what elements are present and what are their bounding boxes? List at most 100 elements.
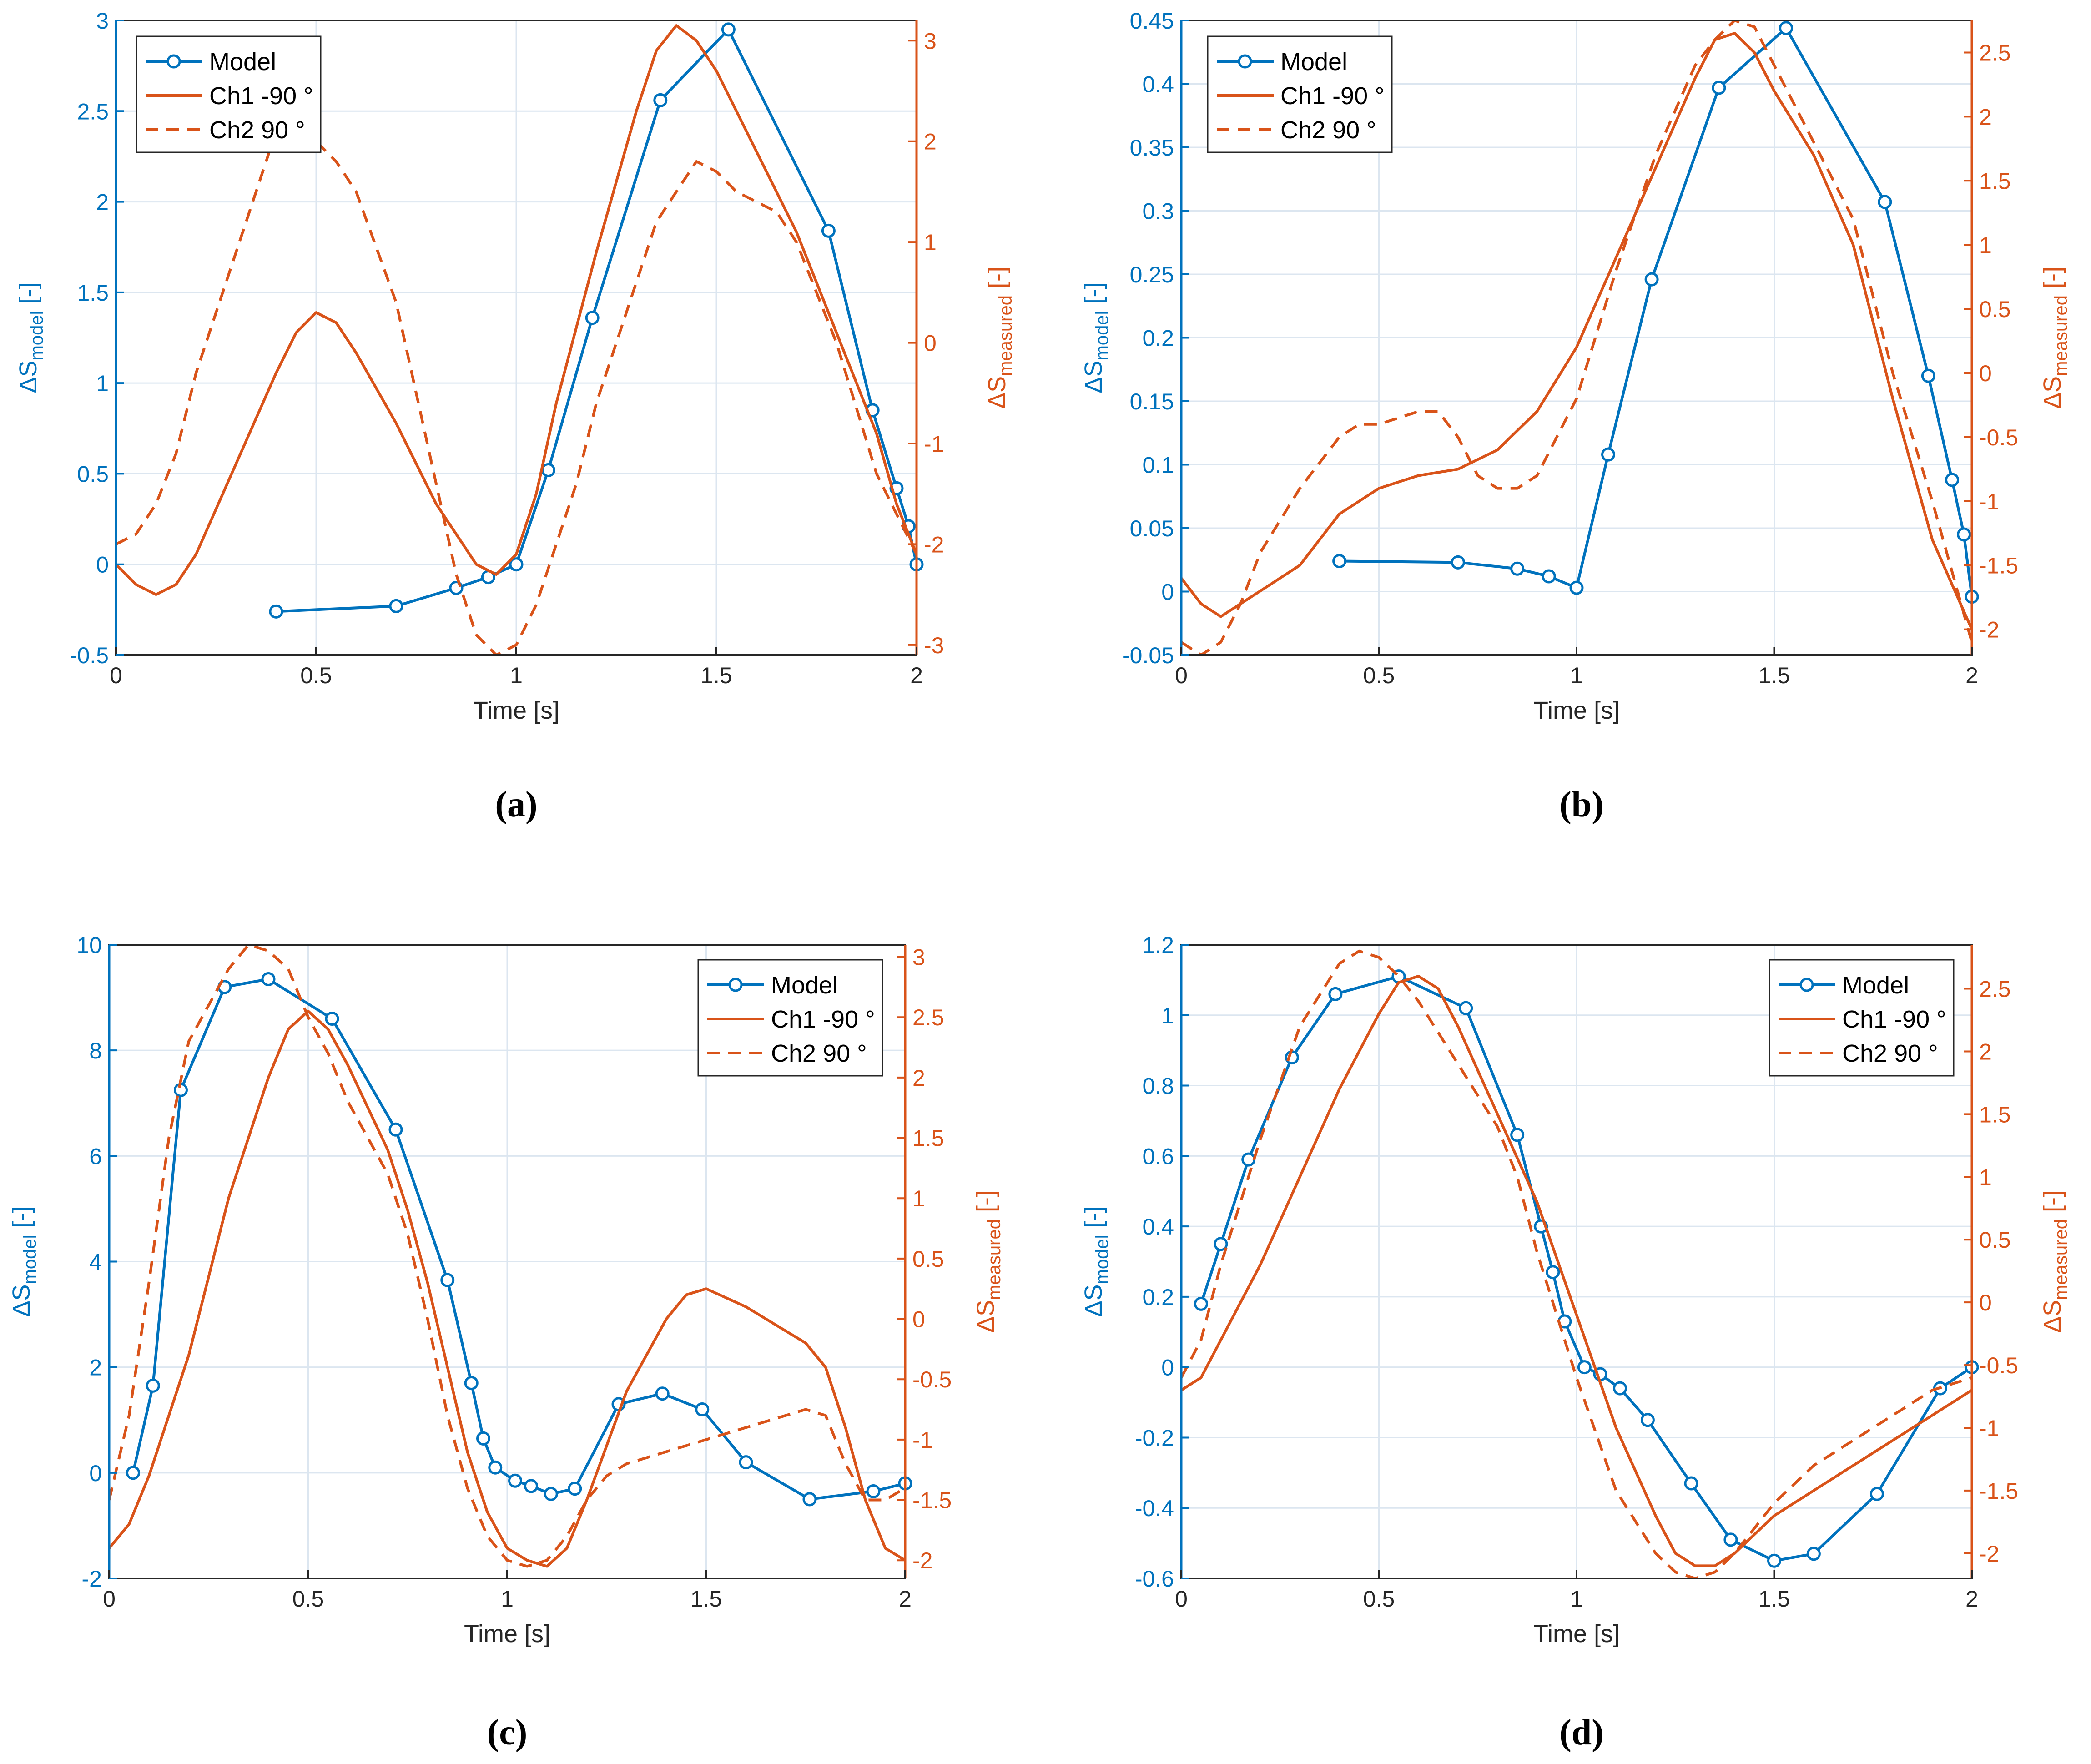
- legend-marker: [1238, 54, 1252, 69]
- model-point: [1577, 1360, 1592, 1375]
- right-y-axis-label: ΔSmeasured [-]: [2039, 1190, 2071, 1333]
- model-point: [585, 311, 600, 325]
- right-y-tick-label: 1: [912, 1186, 925, 1211]
- left-y-axis-label: ΔSmodel [-]: [1080, 282, 1112, 393]
- legend-marker: [166, 54, 181, 69]
- left-y-tick-label: 0.4: [1142, 72, 1174, 97]
- left-y-tick-label: 0.45: [1130, 8, 1174, 34]
- x-tick-label: 0: [1175, 663, 1188, 688]
- left-y-tick-label: -0.4: [1135, 1496, 1174, 1521]
- left-y-tick-label: 8: [89, 1038, 102, 1063]
- left-y-axis-label: ΔSmodel [-]: [15, 282, 47, 393]
- model-point: [261, 972, 276, 986]
- model-point: [1459, 1001, 1473, 1015]
- right-y-tick-label: 0: [912, 1307, 925, 1332]
- left-y-tick-label: -0.6: [1135, 1566, 1174, 1592]
- x-axis-label: Time [s]: [1533, 1620, 1620, 1648]
- model-point: [1332, 554, 1347, 569]
- model-point: [1921, 368, 1935, 383]
- right-y-tick-label: 2.5: [1979, 977, 2011, 1002]
- x-tick-label: 0: [103, 1586, 116, 1612]
- model-point: [1510, 1128, 1525, 1142]
- panel-b: (b) 0 0.5 1 1.5 2-0.0500.050.10.150.20.250.3…: [1080, 8, 2071, 825]
- legend-label: Ch2 90 °: [1842, 1040, 1938, 1067]
- left-y-tick-label: 0.25: [1130, 262, 1174, 287]
- model-point: [1328, 987, 1343, 1001]
- model-point: [389, 599, 403, 613]
- model-point: [1542, 569, 1556, 584]
- model-point: [388, 1122, 403, 1137]
- legend-label: Model: [209, 48, 276, 76]
- legend-label: Model: [1280, 48, 1347, 76]
- model-point: [1451, 555, 1465, 570]
- model-point: [1767, 1553, 1781, 1568]
- right-y-tick-label: -1: [924, 431, 944, 457]
- legend: Model Ch1 -90 ° Ch2 90 °: [1769, 959, 1955, 1077]
- right-y-axis-label: ΔSmeasured [-]: [2039, 267, 2071, 409]
- right-y-tick-label: 2.5: [912, 1005, 944, 1030]
- left-y-tick-label: -0.05: [1122, 643, 1174, 668]
- model-point: [541, 463, 555, 477]
- right-y-tick-label: 2: [924, 129, 937, 155]
- right-y-tick-label: 2: [912, 1065, 925, 1091]
- legend-marker: [1799, 978, 1814, 992]
- panel-c: (c) 0 0.5 1 1.5 2-20246810-2-1.5-1-0.500.511…: [8, 932, 1004, 1753]
- model-point: [1806, 1547, 1821, 1561]
- legend-label: Model: [1842, 972, 1909, 999]
- legend: Model Ch1 -90 ° Ch2 90 °: [697, 959, 883, 1077]
- legend-marker: [728, 978, 743, 992]
- legend: Model Ch1 -90 ° Ch2 90 °: [1207, 35, 1393, 153]
- right-y-tick-label: 2.5: [1979, 40, 2011, 66]
- right-y-tick-label: -0.5: [1979, 425, 2018, 450]
- model-point: [1640, 1413, 1655, 1427]
- left-y-tick-label: 0.3: [1142, 199, 1174, 224]
- right-y-tick-label: -3: [924, 633, 944, 658]
- x-axis-label: Time [s]: [464, 1620, 550, 1648]
- right-y-tick-label: -1.5: [912, 1488, 952, 1513]
- model-point: [269, 604, 283, 619]
- series-line-ch2: [1181, 949, 1972, 1578]
- left-y-tick-label: 1.2: [1142, 932, 1174, 958]
- left-y-axis-label: ΔSmodel [-]: [1080, 1206, 1112, 1317]
- model-point: [126, 1466, 140, 1480]
- model-point: [524, 1479, 538, 1493]
- x-tick-label: 2: [899, 1586, 912, 1612]
- right-y-tick-label: -2: [1979, 617, 1999, 643]
- right-y-tick-label: -1: [1979, 1416, 1999, 1441]
- left-y-tick-label: 0.35: [1130, 135, 1174, 161]
- model-point: [653, 93, 668, 107]
- right-y-axis-label: ΔSmeasured [-]: [972, 1190, 1004, 1333]
- left-y-tick-label: 4: [89, 1250, 102, 1275]
- right-y-tick-label: 0: [1979, 1290, 1992, 1315]
- left-y-tick-label: -0.2: [1135, 1425, 1174, 1451]
- legend: Model Ch1 -90 ° Ch2 90 °: [136, 35, 322, 153]
- model-point: [509, 557, 524, 572]
- left-y-axis-label: ΔSmodel [-]: [8, 1206, 40, 1317]
- right-y-tick-label: -1.5: [1979, 1478, 2018, 1504]
- right-y-tick-label: 0: [924, 331, 937, 356]
- x-axis-label: Time [s]: [1533, 697, 1620, 724]
- left-y-tick-label: 10: [76, 932, 102, 958]
- right-y-tick-label: -2: [924, 532, 944, 557]
- model-point: [655, 1386, 670, 1401]
- right-y-tick-label: -2: [912, 1548, 932, 1573]
- x-tick-label: 1.5: [690, 1586, 722, 1612]
- series-line-ch1: [1181, 975, 1972, 1567]
- model-point: [695, 1402, 710, 1417]
- left-y-tick-label: 0: [1161, 1355, 1174, 1381]
- model-point: [568, 1482, 582, 1496]
- right-y-tick-label: 1.5: [1979, 168, 2011, 194]
- right-y-tick-label: -2: [1979, 1541, 1999, 1567]
- model-point: [1712, 81, 1726, 95]
- panel-a: (a) 0 0.5 1 1.5 2-0.500.511.522.53-3-2-10123…: [15, 8, 1016, 825]
- right-y-tick-label: 2: [1979, 104, 1992, 130]
- right-y-tick-label: 3: [912, 945, 925, 970]
- x-tick-label: 2: [1965, 663, 1978, 688]
- model-point: [325, 1012, 339, 1026]
- x-tick-label: 1.5: [700, 663, 732, 688]
- model-point: [476, 1431, 490, 1446]
- x-tick-label: 0.5: [292, 1586, 324, 1612]
- model-point: [1957, 527, 1971, 542]
- model-point: [1878, 195, 1892, 209]
